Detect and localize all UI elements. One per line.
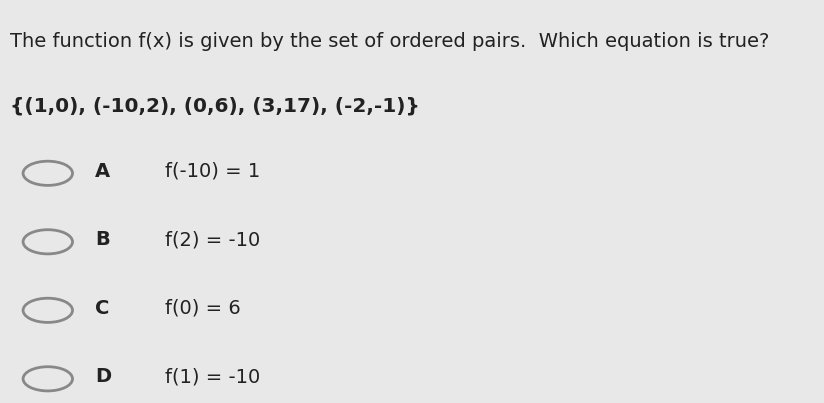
- Text: f(-10) = 1: f(-10) = 1: [165, 162, 260, 181]
- Text: f(1) = -10: f(1) = -10: [165, 367, 260, 386]
- Text: f(2) = -10: f(2) = -10: [165, 230, 260, 249]
- Text: A: A: [95, 162, 110, 181]
- Text: {(1,0), (-10,2), (0,6), (3,17), (-2,-1)}: {(1,0), (-10,2), (0,6), (3,17), (-2,-1)}: [10, 97, 419, 116]
- Text: D: D: [95, 367, 111, 386]
- Text: The function f(x) is given by the set of ordered pairs.  Which equation is true?: The function f(x) is given by the set of…: [10, 32, 770, 51]
- Text: B: B: [95, 230, 110, 249]
- Text: f(0) = 6: f(0) = 6: [165, 299, 241, 318]
- Text: C: C: [95, 299, 109, 318]
